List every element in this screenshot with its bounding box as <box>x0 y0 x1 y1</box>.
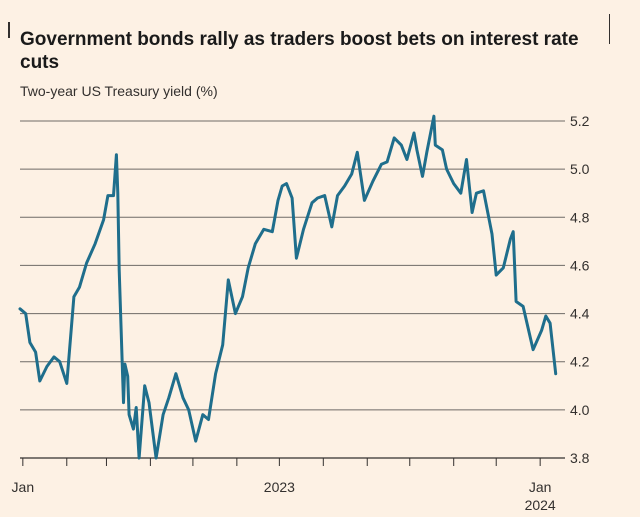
y-tick-label: 5.0 <box>570 161 590 177</box>
chart-title: Government bonds rally as traders boost … <box>20 29 579 73</box>
frame-right-rule <box>609 14 610 44</box>
y-tick-label: 4.0 <box>570 402 590 418</box>
x-tick-label: Jan <box>529 479 552 495</box>
y-tick-label: 4.6 <box>570 257 590 273</box>
x-tick-label: 2023 <box>264 479 295 495</box>
y-gridlines <box>20 120 565 411</box>
x-tick-label: Jan <box>12 479 35 495</box>
y-tick-label: 4.8 <box>570 209 590 225</box>
frame-left-rule <box>8 22 10 38</box>
x-axis: Jan 2023 Jan 2024 <box>12 457 565 513</box>
y-tick-label: 3.8 <box>570 450 590 466</box>
series-group <box>18 114 558 460</box>
x-tick-sublabel: 2024 <box>525 497 556 513</box>
y-tick-labels: 5.2 5.0 4.8 4.6 4.4 4.2 4.0 3.8 <box>570 113 590 466</box>
y-tick-label: 5.2 <box>570 113 590 129</box>
chart-subtitle: Two-year US Treasury yield (%) <box>20 83 218 99</box>
y-tick-label: 4.2 <box>570 354 590 370</box>
y-tick-label: 4.4 <box>570 306 590 322</box>
series-line-two-year-yield <box>18 114 558 460</box>
